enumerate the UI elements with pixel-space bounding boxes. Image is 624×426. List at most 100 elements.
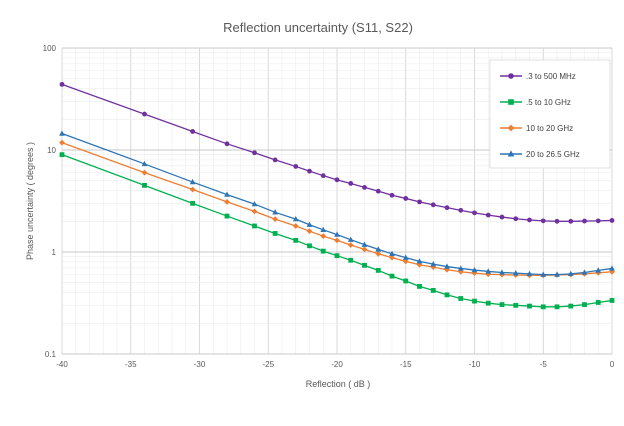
legend-label: 10 to 20 GHz	[526, 124, 573, 133]
series	[59, 81, 615, 310]
x-tick-label: -40	[56, 360, 68, 369]
series-line	[61, 132, 613, 276]
data-point	[347, 242, 354, 248]
legend-label: .5 to 10 GHz	[526, 98, 571, 107]
x-tick-label: -15	[400, 360, 412, 369]
data-point	[507, 124, 515, 132]
data-point	[334, 237, 340, 244]
data-point	[292, 216, 299, 222]
data-point	[609, 298, 615, 303]
data-point	[252, 223, 257, 229]
data-point	[458, 296, 464, 301]
data-point	[292, 223, 299, 229]
legend-label: .3 to 500 MHz	[526, 72, 576, 81]
data-point	[417, 283, 422, 289]
data-point	[190, 129, 196, 134]
data-point	[582, 302, 587, 308]
data-point	[272, 216, 279, 223]
data-point	[554, 304, 560, 310]
x-tick-label: -35	[125, 360, 137, 369]
data-point	[499, 269, 505, 275]
data-point	[389, 192, 395, 198]
data-point	[554, 218, 560, 224]
data-point	[527, 303, 532, 309]
data-point	[430, 288, 436, 293]
data-point	[540, 218, 546, 224]
y-tick-label: 1	[52, 248, 57, 257]
data-point	[320, 226, 327, 232]
data-point	[224, 213, 230, 219]
data-point	[513, 302, 519, 308]
data-point	[554, 271, 560, 277]
data-point	[527, 217, 532, 223]
data-point	[485, 300, 491, 306]
data-point	[375, 188, 381, 194]
data-point	[272, 157, 278, 163]
data-point	[512, 270, 519, 276]
data-point	[334, 177, 340, 183]
data-point	[444, 263, 450, 269]
x-tick-label: 0	[610, 360, 615, 369]
data-point	[485, 212, 491, 218]
data-point	[609, 265, 615, 271]
data-point	[272, 231, 278, 236]
data-point	[567, 270, 574, 277]
data-point	[59, 139, 65, 146]
data-point	[59, 81, 65, 87]
x-tick-label: -25	[262, 360, 274, 369]
data-point	[513, 216, 519, 222]
data-point	[472, 210, 477, 216]
data-point	[508, 73, 514, 79]
data-point	[595, 267, 602, 273]
data-point	[595, 218, 601, 224]
data-point	[59, 152, 65, 158]
data-point	[142, 182, 147, 188]
data-point	[272, 209, 279, 215]
data-point	[251, 208, 258, 215]
data-point	[251, 200, 258, 207]
x-tick-label: -5	[540, 360, 548, 369]
data-point	[609, 218, 615, 223]
chart-title: Reflection uncertainty (S11, S22)	[223, 20, 413, 35]
data-point	[402, 258, 409, 265]
data-point	[320, 248, 326, 254]
data-point	[190, 200, 196, 206]
y-axis-title: Phase uncertainty ( degrees )	[25, 142, 35, 260]
data-point	[189, 178, 196, 185]
x-tick-label: -10	[469, 360, 481, 369]
data-point	[320, 233, 327, 240]
data-point	[499, 214, 505, 220]
data-point	[375, 250, 382, 257]
series-3	[59, 139, 615, 279]
series-4	[59, 130, 615, 277]
data-point	[485, 268, 492, 274]
data-point	[224, 199, 230, 205]
data-point	[444, 205, 450, 211]
data-point	[403, 278, 409, 284]
data-point	[472, 298, 477, 304]
data-point	[320, 173, 326, 179]
data-point	[306, 221, 313, 227]
data-point	[141, 160, 148, 167]
data-point	[347, 236, 354, 242]
data-point	[568, 303, 574, 309]
data-point	[416, 258, 423, 264]
data-point	[457, 265, 464, 271]
data-point	[568, 218, 574, 224]
data-point	[595, 300, 601, 305]
data-point	[142, 111, 147, 117]
data-point	[540, 271, 547, 277]
data-point	[361, 246, 368, 253]
data-point	[361, 241, 368, 247]
data-point	[293, 237, 299, 243]
data-point	[430, 261, 437, 267]
data-point	[508, 99, 514, 105]
data-point	[348, 257, 354, 263]
data-point	[189, 186, 196, 193]
data-point	[389, 250, 395, 256]
legend-label: 20 to 26.5 GHz	[526, 150, 580, 159]
data-point	[293, 164, 299, 169]
axes: -40 -35 -30 -25 -20 -15 -10 -5 0 0.1 1 10 100	[43, 44, 615, 369]
data-point	[224, 191, 230, 197]
